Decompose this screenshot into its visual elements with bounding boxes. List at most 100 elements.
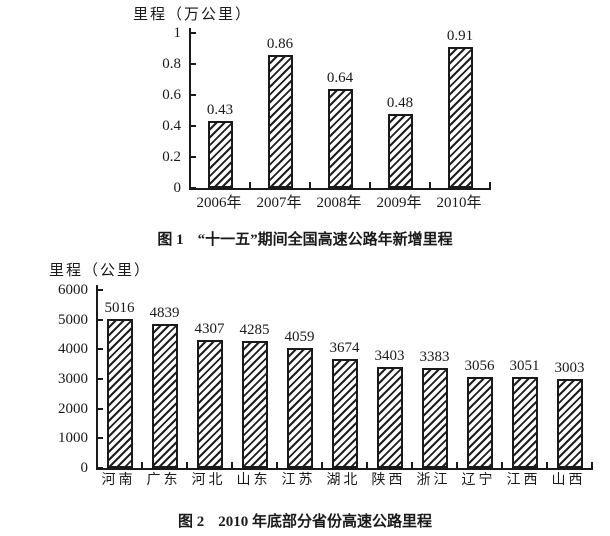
y-tick-label: 3000 bbox=[58, 371, 88, 387]
y-tick-label: 2000 bbox=[58, 400, 88, 417]
y-axis-tick bbox=[191, 63, 196, 65]
x-tick-label: 浙江 bbox=[416, 473, 451, 488]
y-axis-line bbox=[96, 285, 98, 470]
bar-value-label: 0.64 bbox=[326, 70, 354, 86]
x-axis-tick bbox=[546, 462, 548, 468]
y-axis-tick bbox=[191, 94, 196, 96]
x-tick-label: 2009年 bbox=[376, 195, 422, 211]
x-tick-label: 广东 bbox=[146, 473, 181, 488]
bar-value-label: 0.48 bbox=[386, 95, 414, 111]
bar-value-label: 3003 bbox=[554, 360, 585, 376]
bar-value-label: 0.43 bbox=[206, 102, 234, 118]
x-tick-label: 江西 bbox=[506, 473, 541, 488]
x-axis-tick bbox=[231, 462, 233, 468]
bar-辽宁 bbox=[466, 377, 493, 468]
figure-2-title: 2010 年底部分省份高速公路里程 bbox=[218, 514, 433, 530]
y-axis-tick bbox=[98, 467, 103, 469]
y-tick-label: 0.2 bbox=[162, 149, 181, 165]
x-axis-tick bbox=[501, 462, 503, 468]
y-axis-tick bbox=[191, 32, 196, 34]
y-tick-label: 5000 bbox=[58, 311, 88, 328]
bar-value-label: 3403 bbox=[374, 348, 405, 364]
x-axis-line bbox=[96, 468, 593, 470]
y-axis-tick bbox=[98, 318, 103, 321]
x-tick-label: 湖北 bbox=[326, 473, 361, 488]
chart-2-y-axis-title: 里程（公里） bbox=[49, 263, 152, 279]
y-axis-tick bbox=[98, 348, 103, 351]
bar-value-label: 0.91 bbox=[446, 28, 474, 44]
x-tick-label: 2008年 bbox=[316, 195, 362, 211]
x-axis-tick bbox=[276, 462, 278, 468]
x-tick-label: 辽宁 bbox=[461, 473, 496, 488]
bar-江西 bbox=[511, 377, 538, 468]
bar-2007年 bbox=[267, 55, 293, 188]
y-tick-label: 1000 bbox=[58, 430, 88, 447]
bar-广东 bbox=[151, 324, 178, 468]
x-tick-label: 2010年 bbox=[436, 195, 482, 211]
y-axis-tick bbox=[191, 156, 196, 158]
bar-value-label: 4839 bbox=[149, 305, 180, 321]
bar-陕西 bbox=[376, 367, 403, 468]
bar-value-label: 4285 bbox=[239, 322, 270, 338]
x-tick-label: 2006年 bbox=[196, 195, 242, 211]
bar-2006年 bbox=[207, 121, 233, 188]
y-axis-tick bbox=[98, 289, 103, 291]
x-axis-tick bbox=[309, 182, 311, 188]
bar-江苏 bbox=[286, 348, 313, 468]
bar-山西 bbox=[556, 379, 583, 468]
x-axis-tick bbox=[591, 462, 593, 468]
x-axis-tick bbox=[366, 462, 368, 468]
y-tick-label: 0.6 bbox=[162, 87, 181, 103]
bar-河北 bbox=[196, 340, 223, 468]
x-tick-label: 陕西 bbox=[371, 473, 406, 488]
x-axis-line bbox=[189, 188, 491, 190]
bar-2009年 bbox=[387, 114, 413, 188]
bar-value-label: 3674 bbox=[329, 340, 360, 356]
bar-山东 bbox=[241, 341, 268, 468]
figure-1-label: 图 1 bbox=[157, 232, 184, 248]
y-tick-label: 0 bbox=[173, 180, 182, 196]
bar-湖北 bbox=[331, 359, 358, 468]
x-axis-tick bbox=[411, 462, 413, 468]
y-tick-label: 6000 bbox=[58, 282, 88, 298]
y-tick-label: 0 bbox=[80, 460, 89, 476]
y-tick-label: 0.4 bbox=[162, 118, 181, 134]
bar-value-label: 4307 bbox=[194, 321, 225, 337]
figure-1-caption: 图 1 “十一五”期间全国高速公路年新增里程 bbox=[0, 228, 610, 249]
chart-1-y-axis-title: 里程（万公里） bbox=[133, 7, 253, 23]
y-tick-label: 0.8 bbox=[162, 56, 181, 72]
y-axis-tick bbox=[191, 125, 196, 127]
bar-value-label: 0.86 bbox=[266, 36, 294, 52]
figure-1-title: “十一五”期间全国高速公路年新增里程 bbox=[197, 232, 453, 248]
y-tick-label: 4000 bbox=[58, 341, 88, 358]
y-axis-tick bbox=[98, 407, 103, 410]
x-axis-tick bbox=[489, 182, 491, 188]
bar-value-label: 4059 bbox=[284, 329, 315, 345]
x-tick-label: 江苏 bbox=[281, 473, 316, 488]
bar-浙江 bbox=[421, 368, 448, 468]
y-axis-tick bbox=[98, 437, 103, 440]
x-axis-tick bbox=[249, 182, 251, 188]
x-axis-tick bbox=[456, 462, 458, 468]
x-tick-label: 河南 bbox=[101, 473, 136, 488]
x-tick-label: 河北 bbox=[191, 473, 226, 488]
x-tick-label: 山西 bbox=[551, 473, 586, 488]
y-tick-label: 1 bbox=[173, 25, 182, 41]
x-axis-tick bbox=[321, 462, 323, 468]
x-axis-tick bbox=[186, 462, 188, 468]
x-axis-tick bbox=[429, 182, 431, 188]
bar-value-label: 5016 bbox=[104, 300, 135, 316]
y-axis-tick bbox=[191, 187, 196, 189]
bar-2010年 bbox=[447, 47, 473, 188]
x-tick-label: 2007年 bbox=[256, 195, 302, 211]
x-axis-tick bbox=[369, 182, 371, 188]
bar-value-label: 3051 bbox=[509, 358, 540, 374]
x-axis-tick bbox=[141, 462, 143, 468]
figure-2-caption: 图 2 2010 年底部分省份高速公路里程 bbox=[0, 510, 610, 531]
bar-value-label: 3056 bbox=[464, 358, 495, 374]
y-axis-tick bbox=[98, 378, 103, 380]
y-axis-line bbox=[189, 28, 191, 190]
bar-河南 bbox=[106, 319, 133, 468]
bar-value-label: 3383 bbox=[419, 349, 450, 365]
